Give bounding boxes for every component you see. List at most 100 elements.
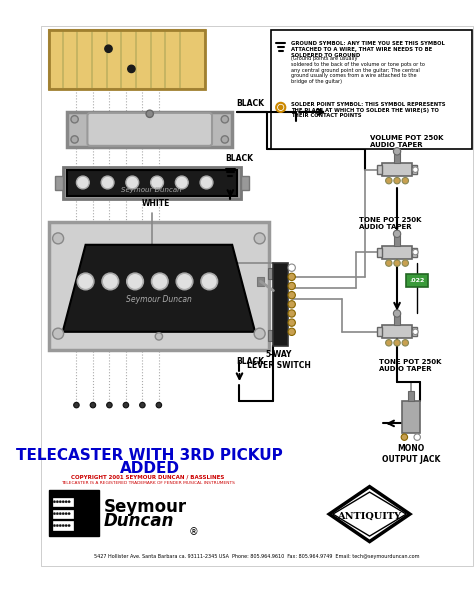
Bar [408,391,413,400]
Circle shape [413,167,418,172]
Circle shape [393,230,401,238]
Circle shape [62,513,64,515]
Bar [394,151,400,163]
Circle shape [126,176,139,189]
Text: 5427 Hollister Ave. Santa Barbara ca. 93111-2345 USA  Phone: 805.964.9610  Fax: : 5427 Hollister Ave. Santa Barbara ca. 93… [94,554,419,560]
Circle shape [402,340,409,346]
Circle shape [127,273,143,290]
Circle shape [288,319,295,326]
Bar [241,176,249,190]
Circle shape [59,513,62,515]
Bar [49,490,100,536]
Bar [268,330,273,341]
Circle shape [288,282,295,290]
Bar [412,165,417,174]
Text: Seymour Duncan: Seymour Duncan [126,295,192,304]
Text: .022: .022 [410,278,425,283]
Text: ADDED: ADDED [120,461,180,476]
Bar [49,30,205,89]
FancyBboxPatch shape [87,113,212,146]
Circle shape [288,301,295,308]
Circle shape [65,501,67,503]
Circle shape [288,273,295,280]
Circle shape [123,402,128,408]
Circle shape [288,328,295,336]
Circle shape [59,525,62,527]
Text: BLACK: BLACK [237,99,265,108]
Bar [67,112,232,147]
Circle shape [175,176,188,189]
Circle shape [402,260,409,266]
Text: TONE POT 250K
AUDIO TAPER: TONE POT 250K AUDIO TAPER [379,359,441,372]
Circle shape [73,402,79,408]
Circle shape [53,233,64,244]
Text: BLACK: BLACK [225,153,253,163]
Bar [53,522,73,530]
Bar [53,510,73,518]
Circle shape [394,260,400,266]
Circle shape [288,264,295,271]
Circle shape [146,110,154,118]
Text: ANTIQUITY: ANTIQUITY [337,511,401,520]
Circle shape [394,340,400,346]
Circle shape [221,136,228,143]
Circle shape [68,501,70,503]
Circle shape [59,501,62,503]
Circle shape [101,176,114,189]
Circle shape [221,116,228,123]
Circle shape [107,402,112,408]
Bar [257,277,264,286]
Circle shape [156,402,162,408]
Circle shape [413,329,418,334]
Text: TONE POT 250K
AUDIO TAPER: TONE POT 250K AUDIO TAPER [358,217,421,230]
Text: TELECASTER IS A REGISTERED TRADEMARK OF FENDER MUSICAL INSTRUMENTS: TELECASTER IS A REGISTERED TRADEMARK OF … [61,481,235,485]
Text: Seymour: Seymour [104,498,187,516]
Circle shape [402,178,409,184]
Bar [383,246,412,258]
Circle shape [201,273,218,290]
Circle shape [393,310,401,317]
Circle shape [105,45,112,52]
Bar [383,163,412,176]
Bar [401,400,420,432]
Bar [49,30,205,89]
Circle shape [386,260,392,266]
Circle shape [62,525,64,527]
Circle shape [254,233,265,244]
Circle shape [65,513,67,515]
Circle shape [140,402,145,408]
Bar [412,327,417,336]
Circle shape [386,178,392,184]
Circle shape [90,402,96,408]
Circle shape [56,501,59,503]
Bar [377,327,383,336]
Text: BLACK: BLACK [237,357,265,366]
Bar [394,314,400,326]
Circle shape [254,328,265,339]
Text: GROUND SYMBOL: ANY TIME YOU SEE THIS SYMBOL
ATTACHED TO A WIRE, THAT WIRE NEEDS : GROUND SYMBOL: ANY TIME YOU SEE THIS SYM… [291,42,445,58]
Circle shape [393,148,401,155]
Circle shape [152,273,168,290]
Circle shape [288,310,295,317]
Circle shape [76,176,89,189]
Circle shape [102,273,118,290]
Circle shape [279,105,283,109]
Circle shape [155,333,163,340]
Circle shape [56,513,59,515]
Text: MONO
OUTPUT JACK: MONO OUTPUT JACK [382,444,440,464]
Bar [406,274,428,287]
Bar [271,30,472,148]
Circle shape [53,501,55,503]
Bar [268,268,273,279]
Circle shape [176,273,193,290]
Bar [383,326,412,338]
Circle shape [68,525,70,527]
Circle shape [413,249,418,255]
Circle shape [53,525,55,527]
Bar [63,167,241,199]
Circle shape [77,273,94,290]
Text: SOLDER POINT SYMBOL: THIS SYMBOL REPRESENTS
THE PLACE AT WHICH TO SOLDER THE WIR: SOLDER POINT SYMBOL: THIS SYMBOL REPRESE… [291,102,445,118]
Circle shape [394,178,400,184]
Circle shape [276,103,285,112]
Circle shape [53,513,55,515]
